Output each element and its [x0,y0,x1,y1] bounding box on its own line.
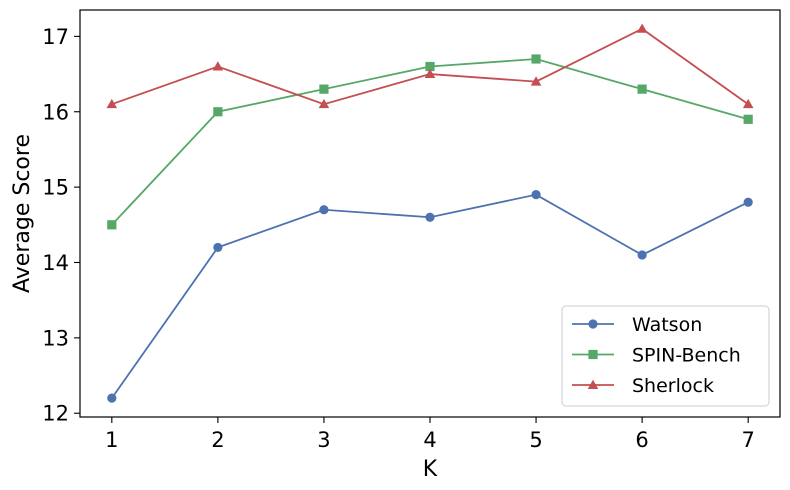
data-point-spin-bench [531,54,541,64]
legend-marker-sherlock [587,379,599,389]
y-tick-label: 14 [42,251,69,275]
y-axis-title: Average Score [10,134,35,293]
y-tick-label: 17 [42,25,69,49]
data-point-spin-bench [637,84,647,94]
x-axis-title: K [423,457,438,482]
data-point-watson [319,205,329,215]
x-tick-label: 2 [211,428,224,452]
data-point-watson [425,212,435,222]
series-watson [107,190,753,403]
series-spin-bench [107,54,753,230]
x-tick-label: 1 [105,428,118,452]
x-tick-label: 6 [635,428,648,452]
data-point-sherlock [212,61,224,71]
data-point-spin-bench [213,107,223,117]
data-point-watson [107,393,117,403]
y-tick-label: 15 [42,176,69,200]
data-point-watson [743,197,753,207]
legend-label-watson: Watson [632,314,702,336]
data-point-watson [637,250,647,260]
legend-box [561,305,770,407]
y-tick-label: 16 [42,100,69,124]
data-point-spin-bench [743,114,753,124]
data-point-sherlock [530,76,542,86]
legend: Watson SPIN-Bench Sherlock [561,305,770,407]
data-point-sherlock [742,98,754,109]
data-point-spin-bench [107,220,117,230]
data-point-spin-bench [425,61,435,72]
y-tick-label: 12 [42,402,69,426]
data-point-watson [213,242,223,253]
x-tick-label: 3 [317,428,330,452]
x-tick-label: 7 [741,428,754,452]
legend-label-sherlock: Sherlock [632,375,714,397]
y-axis: 12 13 14 15 16 17 [42,25,80,426]
y-tick-label: 13 [42,326,69,350]
data-point-sherlock [106,98,118,109]
x-tick-label: 5 [529,428,542,452]
data-point-sherlock [636,23,648,33]
legend-label-spin-bench: SPIN-Bench [632,345,741,367]
data-point-sherlock [424,68,436,79]
x-axis: 1 2 3 4 5 6 7 [105,417,755,452]
x-tick-label: 4 [423,428,436,452]
data-point-watson [531,190,541,200]
series-sherlock [106,23,754,109]
legend-marker-spin-bench [588,349,598,360]
data-point-spin-bench [319,84,329,94]
data-point-sherlock [318,98,330,109]
series-line-spin-bench [111,58,749,226]
legend-marker-watson [588,319,598,329]
